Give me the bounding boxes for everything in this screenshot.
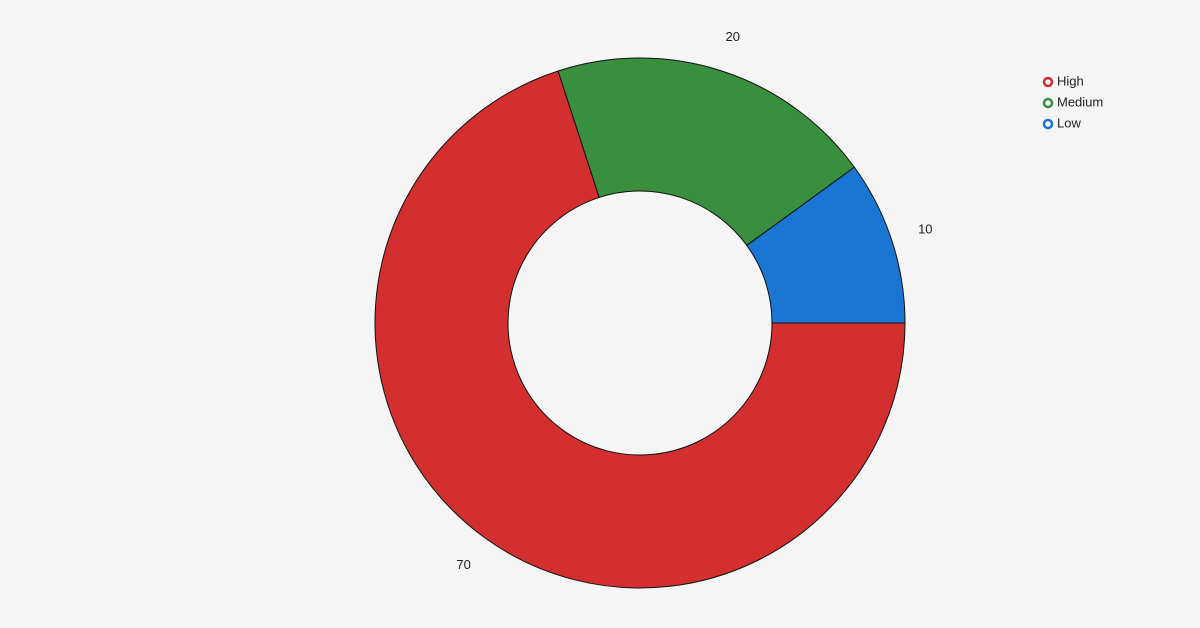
donut-slice [557,57,856,247]
data-label: 70 [456,557,470,572]
legend-marker [1042,97,1054,109]
donut-slice [746,166,906,324]
legend-label: Low [1057,115,1081,130]
legend-label: High [1057,73,1084,88]
legend-marker [1042,118,1054,130]
donut-slice [374,70,906,589]
legend-marker [1042,76,1054,88]
data-label: 10 [918,222,932,237]
legend-label: Medium [1057,94,1103,109]
data-label: 20 [725,29,739,44]
